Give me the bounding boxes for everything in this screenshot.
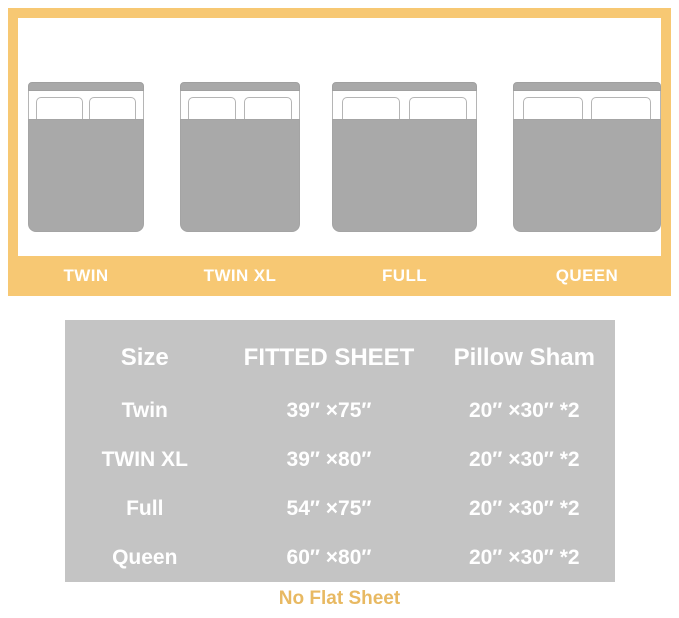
pillow-left <box>522 97 583 123</box>
cell-pillow-sham: 20″ ×30″ *2 <box>468 447 580 471</box>
bed-blanket <box>180 119 300 232</box>
bed-sheet-band <box>513 91 661 123</box>
column-header-fitted-sheet: FITTED SHEET <box>243 344 415 371</box>
bed-headboard <box>332 82 477 91</box>
bed-label-queen: QUEEN <box>555 266 619 285</box>
cell-fitted-sheet: 39″ ×75″ <box>286 398 372 422</box>
bed-sheet-band <box>180 91 300 123</box>
table-row: Twin 39″ ×75″ 20″ ×30″ *2 <box>65 386 615 435</box>
cell-fitted-sheet: 39″ ×80″ <box>286 447 372 471</box>
cell-size: Full <box>126 496 164 520</box>
cell-size: Twin <box>121 398 168 422</box>
bed-label-twin: TWIN <box>63 266 109 285</box>
bed-illustration-row <box>18 18 661 256</box>
cell-pillow-sham: 20″ ×30″ *2 <box>468 545 580 569</box>
bed-blanket <box>513 119 661 232</box>
cell-fitted-sheet: 60″ ×80″ <box>286 545 372 569</box>
table-row: Queen 60″ ×80″ 20″ ×30″ *2 <box>65 533 615 582</box>
bed-headboard <box>513 82 661 91</box>
bed-twin <box>28 82 144 232</box>
bed-label-twin-xl: TWIN XL <box>203 266 277 285</box>
cell-pillow-sham: 20″ ×30″ *2 <box>468 398 580 422</box>
bed-full <box>332 82 477 232</box>
pillow-right <box>243 97 292 123</box>
bed-size-illustration-panel: TWIN TWIN XL FULL QUEEN <box>8 8 671 296</box>
bed-headboard <box>180 82 300 91</box>
table-row: TWIN XL 39″ ×80″ 20″ ×30″ *2 <box>65 435 615 484</box>
bed-sheet-band <box>28 91 144 123</box>
bed-twin-xl <box>180 82 300 232</box>
cell-pillow-sham: 20″ ×30″ *2 <box>468 496 580 520</box>
size-spec-table: Size FITTED SHEET Pillow Sham Twin 39″ ×… <box>65 320 615 582</box>
bed-queen <box>513 82 661 232</box>
table-header-row: Size FITTED SHEET Pillow Sham <box>65 330 615 386</box>
bed-headboard <box>28 82 144 91</box>
column-header-size: Size <box>120 344 169 371</box>
bed-label-strip: TWIN TWIN XL FULL QUEEN <box>8 256 671 296</box>
bed-sheet-band <box>332 91 477 123</box>
cell-fitted-sheet: 54″ ×75″ <box>286 496 372 520</box>
table-row: Full 54″ ×75″ 20″ ×30″ *2 <box>65 484 615 533</box>
cell-size: Queen <box>112 545 178 569</box>
pillow-right <box>591 97 652 123</box>
bed-label-full: FULL <box>381 266 428 285</box>
column-header-pillow-sham: Pillow Sham <box>453 344 595 371</box>
bed-blanket <box>28 119 144 232</box>
no-flat-sheet-note: No Flat Sheet <box>278 588 401 609</box>
cell-size: TWIN XL <box>101 447 188 471</box>
pillow-right <box>89 97 137 123</box>
bed-blanket <box>332 119 477 232</box>
